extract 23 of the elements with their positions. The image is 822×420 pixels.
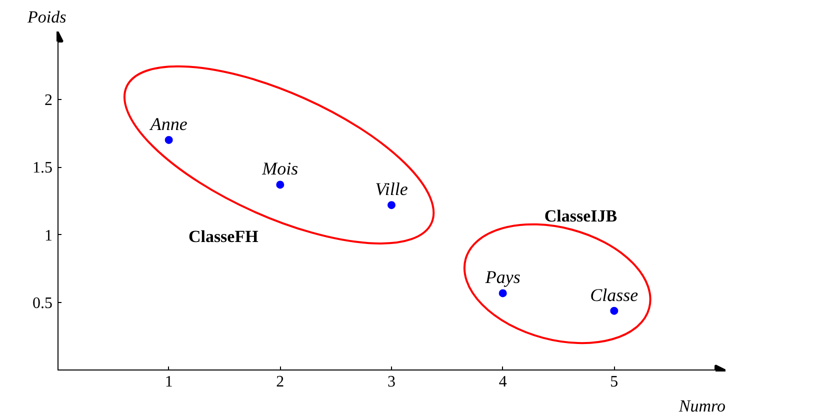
- y-tick-label: 1.5: [32, 160, 52, 177]
- point: [164, 136, 173, 144]
- x-axis-title: Numro: [678, 396, 726, 416]
- data-label: Anne: [149, 114, 188, 134]
- y-tick-label: 1: [44, 227, 52, 244]
- x-tick-label: 2: [276, 374, 284, 390]
- y-tick-label: 2: [44, 92, 52, 109]
- point: [610, 306, 618, 315]
- data-label: Pays: [484, 267, 520, 288]
- x-tick-label: 4: [498, 374, 507, 390]
- point: [276, 180, 284, 189]
- y-tick-label: 0.5: [32, 295, 52, 312]
- data-label: Mois: [261, 158, 298, 179]
- x-tick-label: 3: [388, 374, 396, 390]
- data-label: Ville: [375, 179, 408, 200]
- x-tick-label: 1: [164, 374, 173, 390]
- x-tick-label: 5: [610, 374, 618, 390]
- data-label: Classe: [590, 284, 638, 305]
- annotation: ClasseIJB: [544, 206, 618, 226]
- y-axis-title: Poids: [26, 8, 67, 26]
- annotation: ClasseFH: [188, 226, 258, 246]
- point: [388, 201, 396, 210]
- point: [498, 289, 507, 298]
